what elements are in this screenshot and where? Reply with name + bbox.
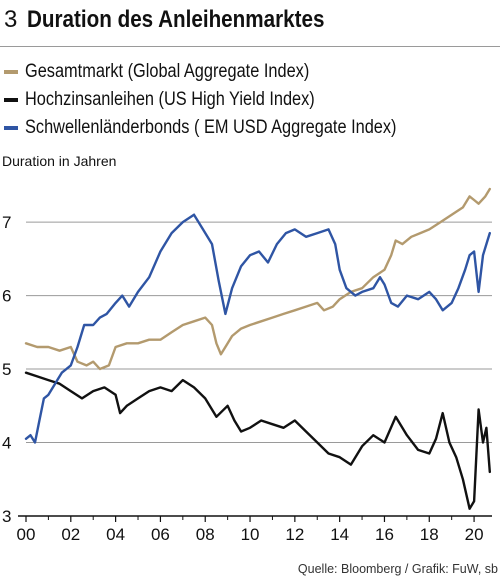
- x-tick-label: 16: [375, 525, 394, 544]
- x-tick-label: 08: [196, 525, 215, 544]
- grid-layer: [26, 221, 492, 517]
- y-tick-label: 7: [2, 213, 11, 232]
- x-tick-label: 10: [241, 525, 260, 544]
- x-tick-label: 04: [106, 525, 125, 544]
- legend-swatch-gesamtmarkt: [4, 70, 18, 74]
- y-tick-label: 5: [2, 360, 11, 379]
- x-tick-label: 00: [17, 525, 36, 544]
- series-layer: [24, 187, 491, 510]
- legend-label-gesamtmarkt: Gesamtmarkt (Global Aggregate Index): [25, 61, 310, 82]
- series-line-3: [24, 213, 491, 444]
- legend-swatch-hochzins: [4, 98, 18, 102]
- source-note: Quelle: Bloomberg / Grafik: FuW, sb: [297, 562, 498, 576]
- legend-swatch-schwellenlaender: [4, 126, 18, 130]
- legend-item-hochzins: Hochzinsanleihen (US High Yield Index): [4, 86, 494, 114]
- header-rule: [0, 46, 500, 47]
- figure-number: 3: [4, 6, 18, 33]
- x-tick-label: 18: [420, 525, 439, 544]
- x-tick-label: 02: [61, 525, 80, 544]
- x-tick-label: 06: [151, 525, 170, 544]
- legend: Gesamtmarkt (Global Aggregate Index) Hoc…: [4, 58, 494, 142]
- figure-header: 3 Duration des Anleihenmarktes: [4, 6, 373, 40]
- figure-title: Duration des Anleihenmarktes: [27, 6, 325, 33]
- y-tick-label: 6: [2, 287, 11, 306]
- y-tick-label: 4: [2, 434, 11, 453]
- x-tick-label: 12: [285, 525, 304, 544]
- legend-item-gesamtmarkt: Gesamtmarkt (Global Aggregate Index): [4, 58, 494, 86]
- series-line-2: [24, 371, 491, 510]
- line-chart: Duration in Jahren 3 4 5 6 7 00 02 04 06 08 10 12 14…: [2, 153, 492, 544]
- legend-label-hochzins: Hochzinsanleihen (US High Yield Index): [25, 89, 315, 110]
- x-tick-label: 14: [330, 525, 349, 544]
- x-tick-label: 20: [465, 525, 484, 544]
- y-tick-label: 3: [2, 507, 11, 526]
- legend-label-schwellenlaender: Schwellenländerbonds ( EM USD Aggregate …: [25, 117, 397, 138]
- legend-item-schwellenlaender: Schwellenländerbonds ( EM USD Aggregate …: [4, 114, 494, 142]
- series-line-1: [24, 187, 491, 371]
- axis-layer: 3 4 5 6 7 00 02 04 06 08 10 12 14 16 18 20: [2, 213, 492, 544]
- y-axis-label: Duration in Jahren: [2, 153, 116, 169]
